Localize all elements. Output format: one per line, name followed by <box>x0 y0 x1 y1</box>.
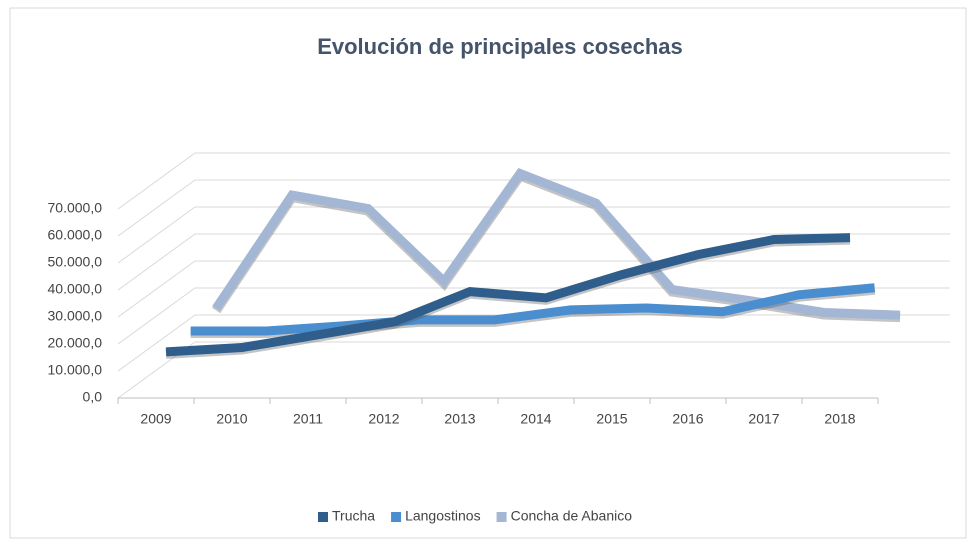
legend-label: Concha de Abanico <box>511 508 633 524</box>
x-tick-label: 2017 <box>748 411 779 427</box>
grid-line <box>117 260 950 318</box>
grid-line <box>117 341 950 399</box>
series-line <box>165 233 851 357</box>
y-tick-label: 20.000,0 <box>48 335 103 351</box>
x-tick-label: 2013 <box>444 411 475 427</box>
x-tick-label: 2010 <box>216 411 247 427</box>
grid-line <box>117 179 950 237</box>
x-tick-label: 2015 <box>596 411 627 427</box>
chart-border <box>9 7 967 539</box>
legend-label: Trucha <box>332 508 375 524</box>
x-tick-label: 2011 <box>293 411 323 427</box>
x-tick-label: 2018 <box>824 411 855 427</box>
series-line <box>212 167 901 320</box>
grid-line <box>117 233 950 291</box>
y-tick-label: 10.000,0 <box>48 362 103 378</box>
y-tick-label: 30.000,0 <box>48 308 103 324</box>
legend-swatch <box>496 512 507 522</box>
grid-line <box>117 152 950 210</box>
grid-line <box>117 206 950 264</box>
x-tick-label: 2014 <box>520 411 551 427</box>
y-tick-label: 60.000,0 <box>48 227 103 243</box>
legend-label: Langostinos <box>405 508 481 524</box>
y-tick-label: 70.000,0 <box>48 200 103 216</box>
y-tick-label: 50.000,0 <box>48 254 103 270</box>
y-tick-label: 0,0 <box>83 389 103 405</box>
legend-swatch <box>318 512 328 522</box>
legend-swatch <box>391 512 402 522</box>
x-tick-label: 2016 <box>672 411 703 427</box>
chart-title: Evolución de principales cosechas <box>317 34 683 59</box>
x-tick-label: 2012 <box>368 411 399 427</box>
series-line <box>190 283 876 336</box>
y-tick-label: 40.000,0 <box>48 281 103 297</box>
grid-line <box>117 287 950 345</box>
x-tick-label: 2009 <box>140 411 171 427</box>
